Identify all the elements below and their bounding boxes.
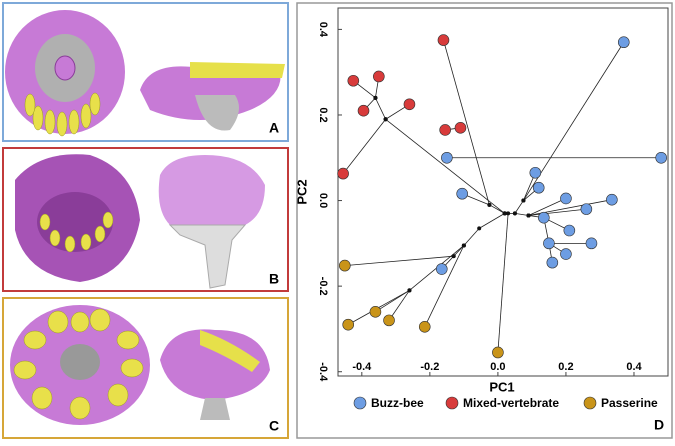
legend-label: Buzz-bee <box>371 396 424 410</box>
data-point <box>441 151 453 164</box>
x-axis-label: PC1 <box>489 379 514 394</box>
x-tick-label: -0.2 <box>420 361 439 373</box>
legend-label: Mixed-vertebrate <box>463 396 559 410</box>
data-point <box>529 166 542 179</box>
tree-node <box>512 211 517 216</box>
y-tick-label: -0.4 <box>317 362 329 382</box>
data-point <box>339 259 351 272</box>
tree-node <box>383 117 388 122</box>
data-point <box>606 193 618 206</box>
tree-node <box>461 243 466 248</box>
tree-branch <box>514 213 529 216</box>
data-point <box>369 306 382 318</box>
panel-label: B <box>269 271 279 287</box>
tree-branch <box>388 290 410 321</box>
data-point <box>538 211 550 224</box>
tree-branch <box>489 204 505 214</box>
tree-branch <box>344 255 454 266</box>
tree-node <box>477 226 482 231</box>
tree-branch <box>342 119 386 174</box>
data-point <box>437 34 450 46</box>
tree-node <box>407 288 412 293</box>
data-point <box>585 237 598 250</box>
tree-branch <box>463 228 480 246</box>
tree-branch <box>385 118 505 214</box>
data-point <box>383 314 395 327</box>
panel-label: A <box>269 120 279 136</box>
data-point <box>560 248 572 260</box>
y-axis-label: PC2 <box>294 179 309 204</box>
data-point <box>617 36 630 49</box>
tree-node <box>487 202 492 207</box>
x-tick-label: 0.4 <box>626 361 642 373</box>
legend-marker <box>583 396 597 410</box>
plot-area <box>337 7 669 377</box>
flower-illustration <box>10 305 270 425</box>
data-point <box>439 124 451 136</box>
tree-branch <box>528 198 567 216</box>
tree-node <box>506 211 511 216</box>
data-point <box>357 104 370 117</box>
tree-branch <box>443 39 490 205</box>
data-point <box>342 318 355 331</box>
tree-branch <box>375 97 386 120</box>
tree-branch <box>514 200 524 214</box>
x-tick-label: -0.4 <box>352 361 372 373</box>
data-point <box>456 187 468 200</box>
data-point <box>532 181 545 194</box>
data-point <box>454 122 467 134</box>
data-point <box>655 151 667 164</box>
data-point <box>337 167 349 180</box>
y-tick-label: 0.0 <box>317 193 329 208</box>
data-point <box>373 70 385 83</box>
tree-node <box>502 211 507 216</box>
data-point <box>347 74 360 87</box>
x-tick-label: 0.2 <box>558 361 573 373</box>
data-point <box>418 320 431 333</box>
legend-marker <box>353 396 367 410</box>
tree-node <box>521 198 526 203</box>
tree-node <box>526 213 531 218</box>
panel-frame <box>296 2 673 439</box>
tree-branch <box>528 208 587 216</box>
y-tick-label: 0.2 <box>317 107 329 122</box>
legend-label: Passerine <box>601 396 658 410</box>
y-tick-label: 0.4 <box>317 22 329 38</box>
data-point <box>580 203 593 215</box>
y-tick-label: -0.2 <box>317 277 329 296</box>
data-point <box>543 237 555 250</box>
data-point <box>546 256 559 269</box>
data-point <box>560 192 572 205</box>
tree-branch <box>497 213 509 353</box>
flower-illustration <box>15 154 265 289</box>
data-point <box>403 98 416 111</box>
panel-label: D <box>654 417 664 433</box>
x-tick-label: 0.0 <box>490 361 505 373</box>
panel-label: C <box>269 418 279 434</box>
flower-illustration <box>5 10 285 137</box>
tree-branch <box>478 213 505 229</box>
tree-branch <box>424 245 465 327</box>
data-point <box>563 224 576 237</box>
data-point <box>492 346 504 359</box>
tree-node <box>373 95 378 100</box>
data-point <box>435 263 448 275</box>
legend-marker <box>445 396 459 410</box>
